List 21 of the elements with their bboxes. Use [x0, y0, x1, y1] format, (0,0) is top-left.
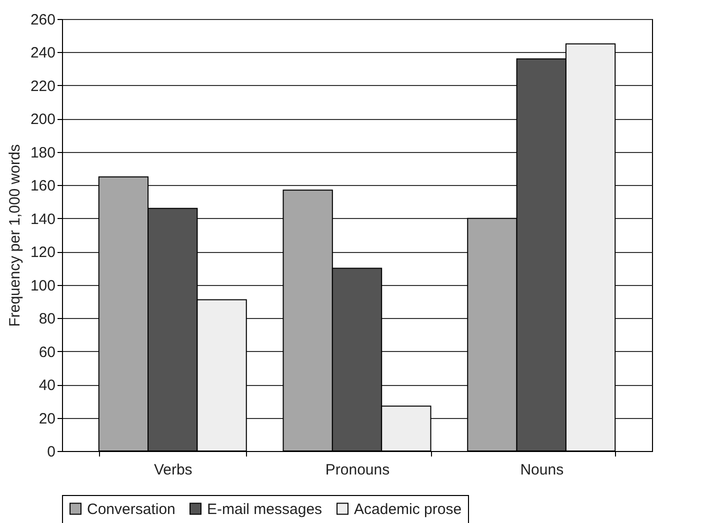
y-tick-label: 100 — [30, 277, 56, 294]
y-tick-label: 260 — [30, 12, 56, 28]
x-tick-label: Nouns — [520, 462, 564, 478]
legend-label: Academic prose — [354, 500, 462, 518]
y-tick-label: 220 — [30, 78, 56, 95]
y-tick-label: 40 — [38, 377, 56, 394]
y-tick-label: 20 — [38, 410, 56, 428]
y-tick-label: 140 — [30, 210, 56, 228]
y-tick-label: 160 — [30, 178, 56, 195]
y-tick-label: 120 — [30, 244, 56, 262]
legend-label: E-mail messages — [207, 500, 322, 518]
y-tick-label: 80 — [38, 310, 56, 328]
y-tick-label: 0 — [47, 444, 56, 460]
y-tick-label: 240 — [30, 44, 56, 62]
x-tick-label: Pronouns — [325, 462, 390, 478]
y-tick-label: 60 — [38, 344, 56, 361]
y-tick-label: 200 — [30, 111, 56, 128]
y-axis-title: Frequency per 1,000 words — [6, 144, 24, 327]
legend-label: Conversation — [87, 500, 176, 518]
y-tick-label: 180 — [30, 144, 56, 162]
x-tick-label: Verbs — [154, 462, 192, 478]
